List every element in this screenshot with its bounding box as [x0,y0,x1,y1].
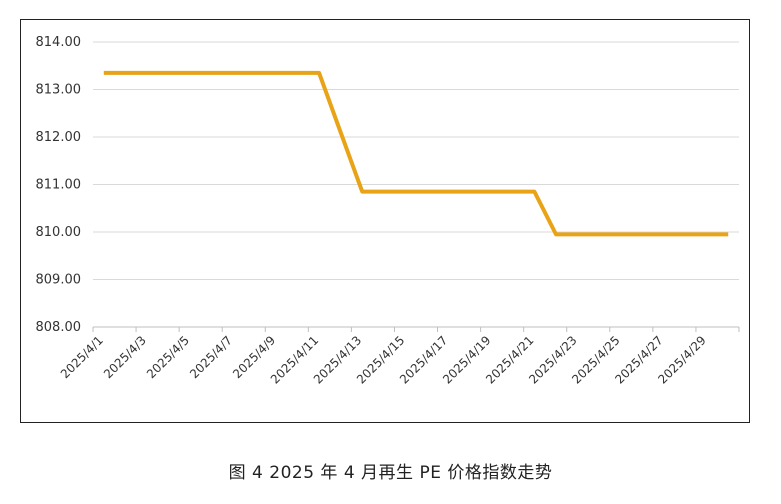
chart-frame: 808.00 809.00 810.00 811.00 812.00 813.00 814.… [20,19,750,423]
y-tick-label: 812.00 [36,130,82,145]
series-lines [103,70,729,237]
y-tick-label: 811.00 [36,178,82,193]
series-line [103,70,729,237]
x-tick-label: 2025/4/1 [58,333,106,381]
y-tick-label: 809.00 [36,273,82,288]
line-chart: 808.00 809.00 810.00 811.00 812.00 813.00 814.… [36,35,740,387]
x-tick-label: 2025/4/5 [144,333,192,381]
y-tick-label: 808.00 [36,320,82,335]
y-tick-label: 814.00 [36,35,82,50]
gridlines [93,41,739,280]
y-tick-label: 813.00 [36,83,82,98]
x-tick-labels: 2025/4/12025/4/32025/4/52025/4/72025/4/9… [58,333,709,386]
x-tick-label: 2025/4/3 [101,333,149,381]
y-tick-label: 810.00 [36,225,82,240]
figure-caption: 图 4 2025 年 4 月再生 PE 价格指数走势 [228,463,553,483]
y-tick-labels: 808.00 809.00 810.00 811.00 812.00 813.00 814.… [36,35,82,335]
x-tick-label: 2025/4/7 [187,333,235,381]
axes [92,326,740,332]
